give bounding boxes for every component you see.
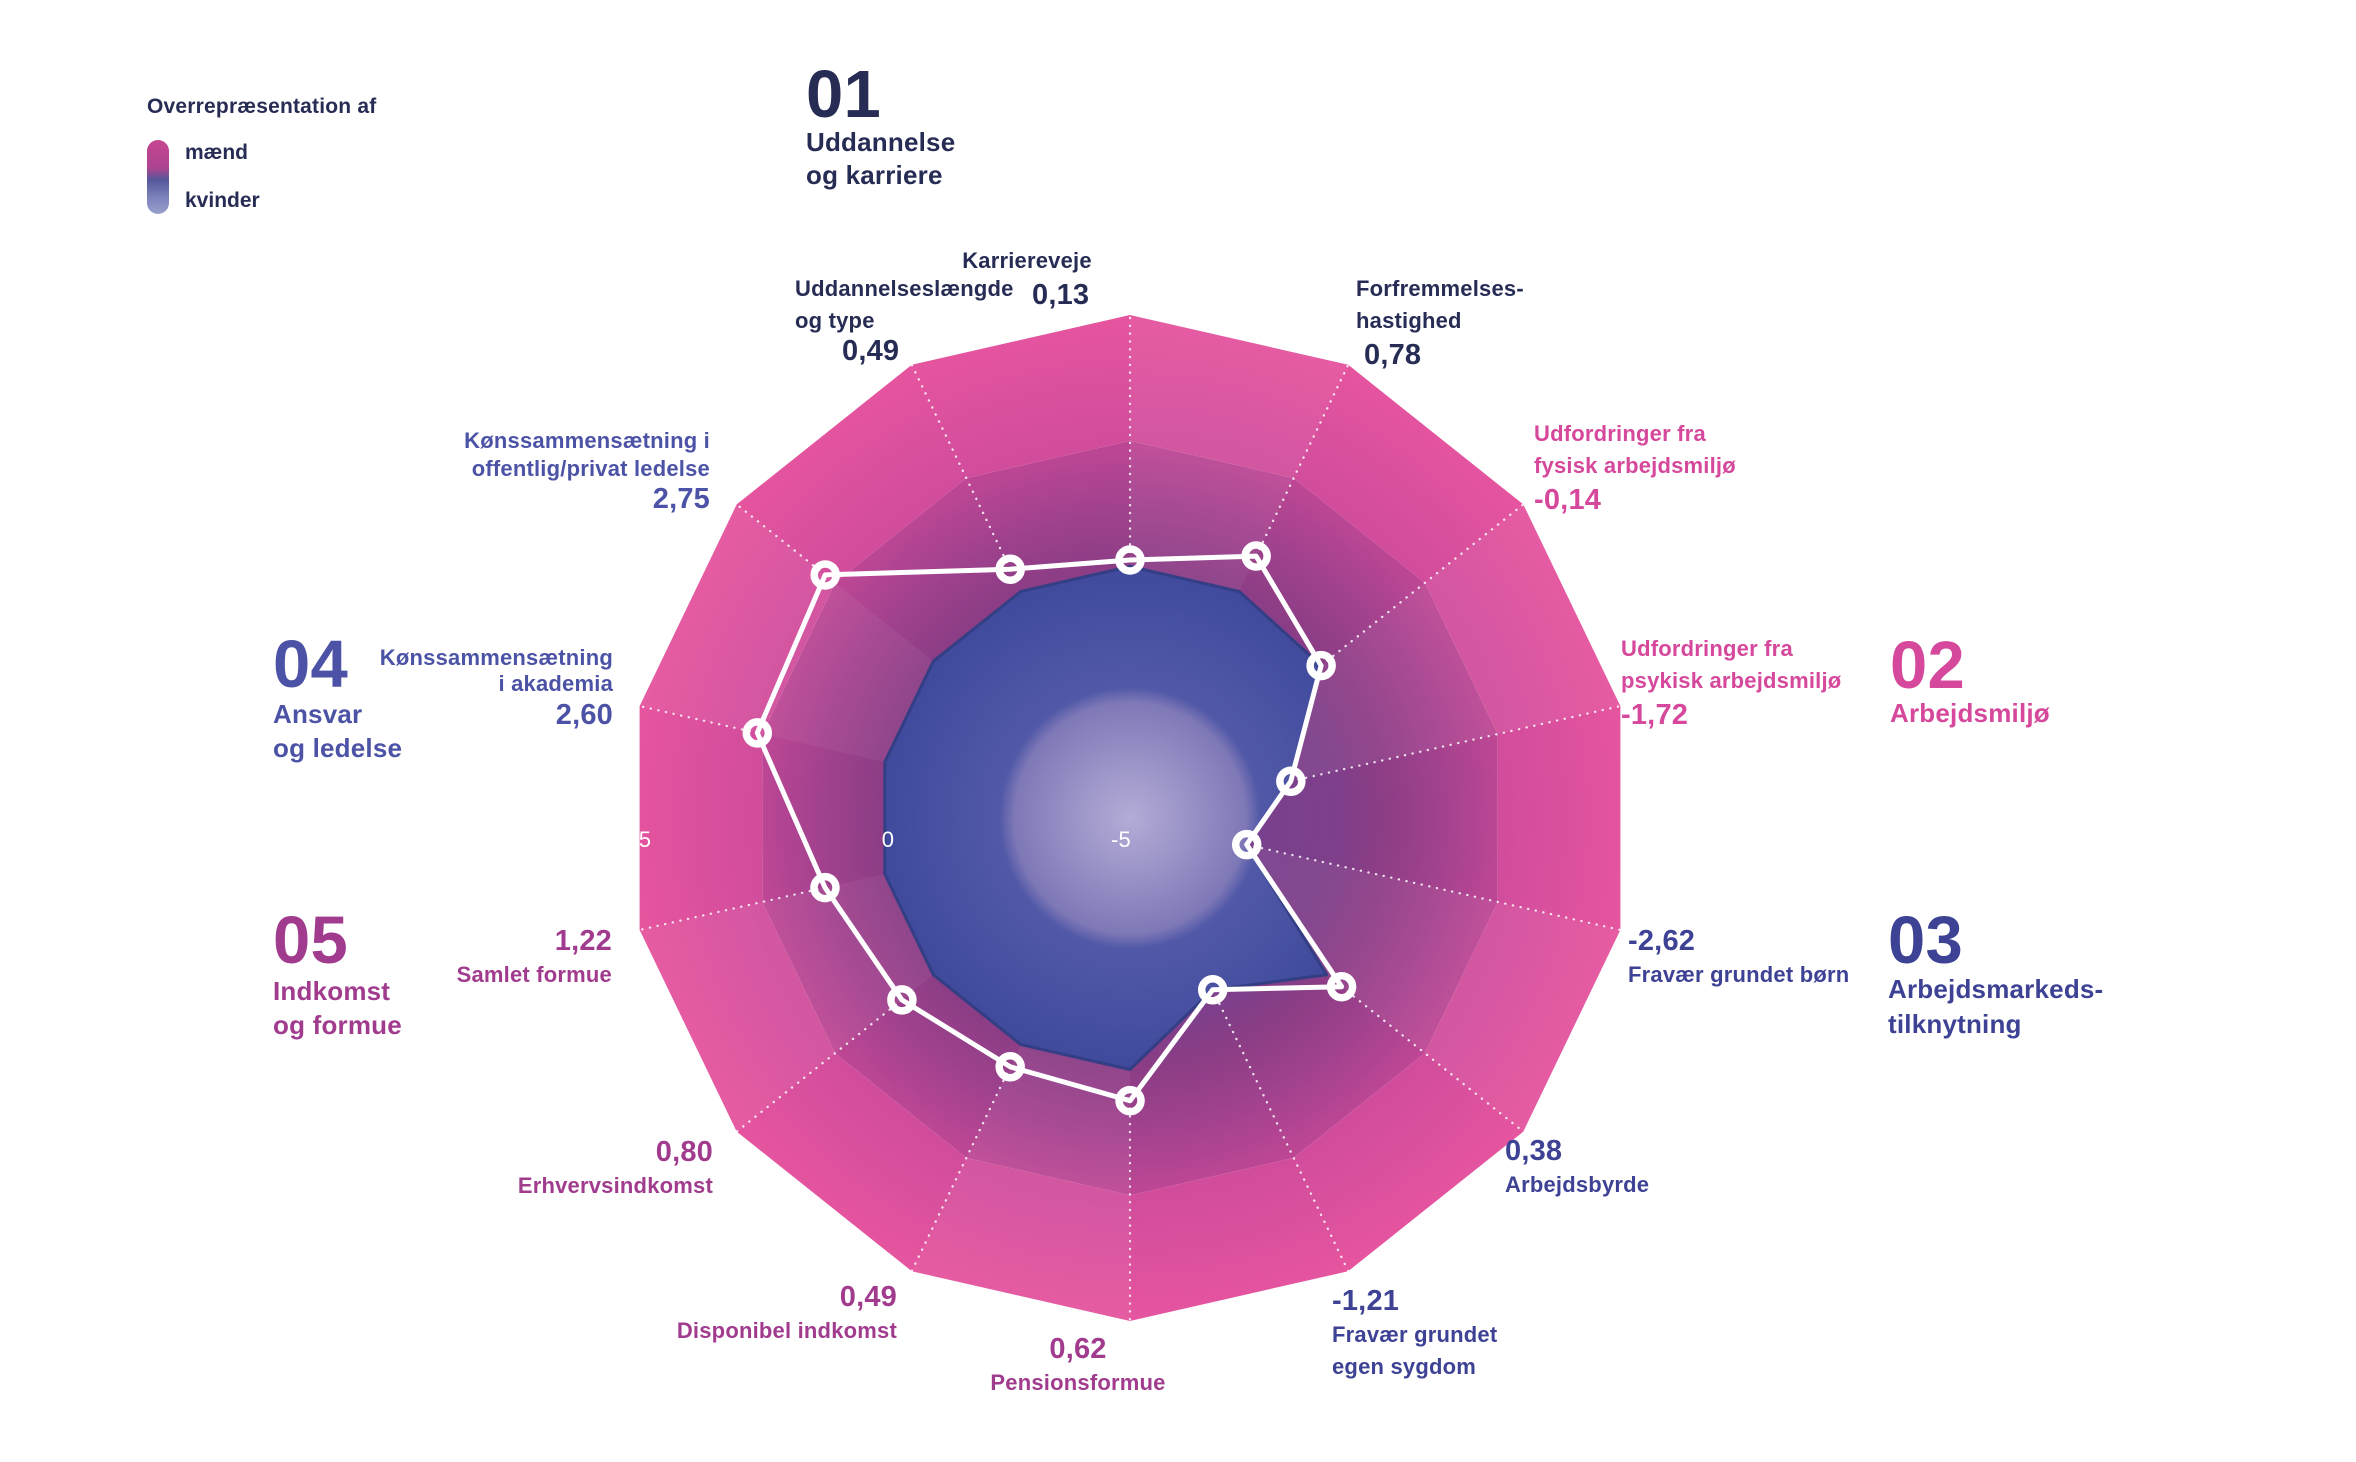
- category-number: 01: [806, 57, 881, 132]
- legend-item-men: mænd: [185, 141, 248, 164]
- data-point-marker: [995, 1052, 1025, 1082]
- indicator-label: Karriereveje: [962, 248, 1092, 273]
- indicator-value: 0,13: [1032, 279, 1089, 311]
- data-point-marker: [1276, 766, 1306, 797]
- indicator-value: -1,21: [1332, 1285, 1399, 1317]
- data-point-marker: [1115, 545, 1145, 575]
- data-point-marker: [887, 985, 917, 1015]
- indicator-value: 0,49: [840, 1281, 897, 1313]
- axis-tick-label: 5: [639, 827, 651, 852]
- radar-spoke-dotted-line: [1211, 988, 1350, 1273]
- indicator-label: offentlig/privat ledelse: [472, 456, 710, 481]
- data-point-marker: [1231, 829, 1262, 860]
- data-point-marker: [810, 560, 840, 590]
- axis-tick-label: 0: [882, 827, 894, 852]
- indicator-value: 0,78: [1364, 339, 1421, 371]
- indicator-label: Fravær grundet: [1332, 1322, 1498, 1347]
- indicator-value: 0,38: [1505, 1135, 1562, 1167]
- category-number: 04: [273, 627, 348, 702]
- indicator-label: fysisk arbejdsmiljø: [1534, 453, 1736, 478]
- indicator-label: psykisk arbejdsmiljø: [1621, 668, 1842, 693]
- indicator-label: Fravær grundet børn: [1628, 962, 1849, 987]
- legend-title: Overrepræsentation af: [147, 95, 377, 118]
- axis-tick-label: -5: [1111, 827, 1131, 852]
- indicator-label: Udfordringer fra: [1621, 636, 1793, 661]
- radar-spoke-dotted-line: [1340, 985, 1525, 1133]
- data-polyline: [754, 553, 1345, 1104]
- category-title: Ansvar: [273, 699, 362, 729]
- data-point-marker: [1241, 541, 1271, 571]
- indicator-value: 1,22: [555, 925, 612, 957]
- indicator-label: og type: [795, 308, 875, 333]
- indicator-value: 2,60: [556, 699, 613, 731]
- radar-spoke-dotted-line: [1289, 704, 1622, 783]
- category-title: Uddannelse: [806, 127, 955, 157]
- indicator-label: Disponibel indkomst: [677, 1318, 898, 1343]
- category-title: tilknytning: [1888, 1009, 2022, 1039]
- legend-item-women: kvinder: [185, 189, 260, 212]
- category-title: og formue: [273, 1010, 402, 1040]
- category-title: Arbejdsmiljø: [1890, 698, 2050, 728]
- indicator-value: -0,14: [1534, 484, 1601, 516]
- data-point-marker: [1115, 1085, 1145, 1116]
- indicator-label: Kønssammensætning i: [464, 428, 710, 453]
- category-number: 02: [1890, 628, 1965, 703]
- indicator-value: -1,72: [1621, 699, 1688, 731]
- data-point-marker: [742, 718, 773, 748]
- data-point-marker: [1326, 971, 1357, 1002]
- indicator-label: hastighed: [1356, 308, 1462, 333]
- indicator-label: egen sygdom: [1332, 1354, 1476, 1379]
- category-title: Indkomst: [273, 976, 390, 1006]
- category-title: og karriere: [806, 160, 943, 190]
- indicator-label: Pensionsformue: [990, 1370, 1165, 1395]
- data-point-marker: [995, 554, 1025, 584]
- category-title: Arbejdsmarkeds-: [1888, 974, 2103, 1004]
- legend-gradient-pill: [147, 140, 169, 214]
- radar-spoke-dotted-line: [638, 886, 827, 932]
- indicator-value: -2,62: [1628, 925, 1695, 957]
- indicator-value: 0,80: [656, 1136, 713, 1168]
- indicator-label: Erhvervsindkomst: [518, 1173, 714, 1198]
- data-point-marker: [1197, 975, 1228, 1005]
- data-point-marker: [1306, 650, 1336, 681]
- data-point-marker: [810, 872, 840, 903]
- indicator-label: i akademia: [498, 671, 613, 696]
- category-number: 03: [1888, 903, 1963, 978]
- indicator-label: Arbejdsbyrde: [1505, 1172, 1649, 1197]
- indicator-value: 2,75: [653, 483, 710, 515]
- category-title: og ledelse: [273, 733, 402, 763]
- legend-body: mænd kvinder: [147, 140, 376, 214]
- indicator-label: Forfremmelses-: [1356, 276, 1524, 301]
- radar-spoke-dotted-line: [638, 704, 759, 735]
- radar-spoke-dotted-line: [735, 503, 827, 577]
- indicator-label: Uddannelseslængde: [795, 276, 1014, 301]
- category-number: 05: [273, 903, 348, 978]
- indicator-label: Kønssammensætning: [380, 645, 613, 670]
- indicator-label: Samlet formue: [457, 962, 612, 987]
- radar-spoke-dotted-line: [1245, 843, 1622, 932]
- indicator-label: Udfordringer fra: [1534, 421, 1706, 446]
- legend-items: mænd kvinder: [185, 140, 260, 214]
- indicator-value: 0,62: [1049, 1333, 1106, 1365]
- indicator-value: 0,49: [842, 335, 899, 367]
- legend: Overrepræsentation af mænd kvinder: [147, 95, 376, 214]
